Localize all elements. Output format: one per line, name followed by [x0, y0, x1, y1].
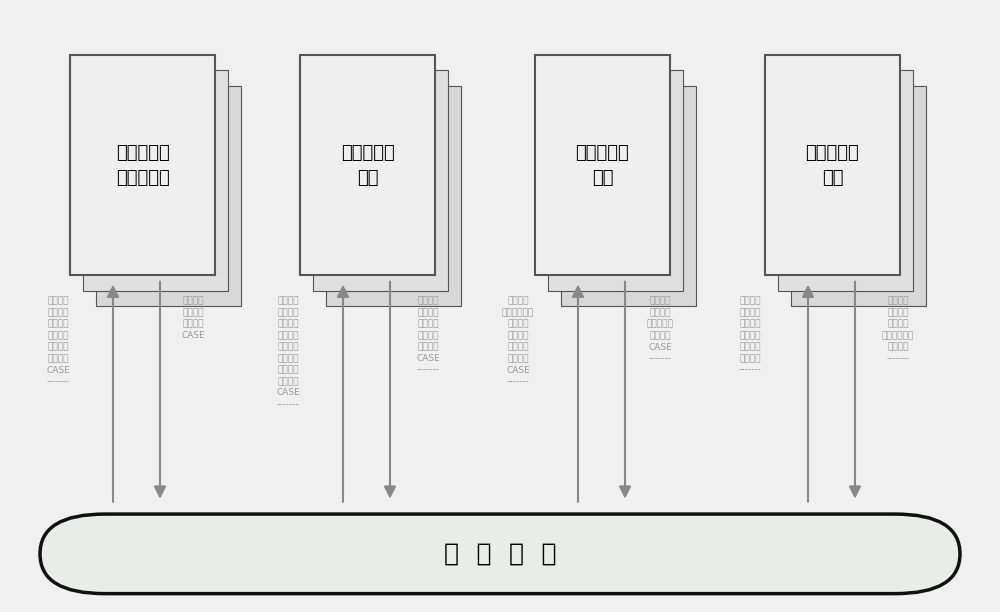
FancyBboxPatch shape — [40, 514, 960, 594]
FancyBboxPatch shape — [548, 70, 683, 291]
FancyBboxPatch shape — [535, 55, 670, 275]
FancyBboxPatch shape — [778, 70, 913, 291]
Text: 预测结果
发电计划
交换计划
检修计划
电量数据
CASE
-------: 预测结果 发电计划 交换计划 检修计划 电量数据 CASE ------- — [416, 297, 440, 375]
Text: 电网模型
发电计划
交换计划
检修计划
分析结果
校核结果
-------: 电网模型 发电计划 交换计划 检修计划 分析结果 校核结果 ------- — [739, 297, 761, 375]
FancyBboxPatch shape — [300, 55, 435, 275]
FancyBboxPatch shape — [313, 70, 448, 291]
Text: 电网模型
设备参数
检修申请
设备操作信息
限额信息
-------: 电网模型 设备参数 检修申请 设备操作信息 限额信息 ------- — [882, 297, 914, 363]
FancyBboxPatch shape — [83, 70, 228, 291]
Text: 实时监控与
预警类应用: 实时监控与 预警类应用 — [116, 144, 169, 187]
FancyBboxPatch shape — [70, 55, 215, 275]
Text: 越限信息
重载信息
灵敏度信息
稳定信息
CASE
-------: 越限信息 重载信息 灵敏度信息 稳定信息 CASE ------- — [647, 297, 673, 363]
Text: 实时数据
电网模型
设备参数
历史数据
气象信息
检修申请
限额信息
校核结果
CASE
-------: 实时数据 电网模型 设备参数 历史数据 气象信息 检修申请 限额信息 校核结果 … — [276, 297, 300, 409]
FancyBboxPatch shape — [326, 86, 461, 306]
Text: 基  础  平  台: 基 础 平 台 — [444, 542, 556, 566]
Text: 历史数据
分析结果
控制指令
CASE: 历史数据 分析结果 控制指令 CASE — [181, 297, 205, 340]
Text: 安全校核类
应用: 安全校核类 应用 — [576, 144, 629, 187]
Text: 实时数据
电网模型
发电计划
交换计划
限额信息
气象信息
CASE
-------: 实时数据 电网模型 发电计划 交换计划 限额信息 气象信息 CASE -----… — [46, 297, 70, 386]
Text: 调度计划类
应用: 调度计划类 应用 — [341, 144, 394, 187]
FancyBboxPatch shape — [791, 86, 926, 306]
FancyBboxPatch shape — [96, 86, 241, 306]
FancyBboxPatch shape — [561, 86, 696, 306]
FancyBboxPatch shape — [765, 55, 900, 275]
Text: 调度管理类
应用: 调度管理类 应用 — [806, 144, 859, 187]
Text: 电网模型
母线负荷预测
发电计划
交换计划
检修计划
限额信息
CASE
-------: 电网模型 母线负荷预测 发电计划 交换计划 检修计划 限额信息 CASE ---… — [502, 297, 534, 386]
